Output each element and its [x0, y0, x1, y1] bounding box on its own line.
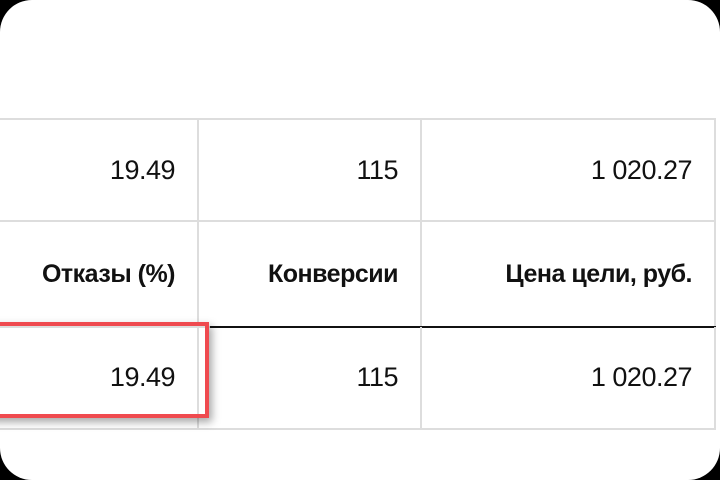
- header-bounce[interactable]: Отказы (%): [41, 259, 176, 288]
- goal-cost-cell: 1 020.27: [420, 120, 716, 220]
- totals-row: 19.49 115 1 020.27: [0, 327, 716, 430]
- highlight-box: [0, 322, 209, 418]
- table-row: 19.49 115 1 020.27: [0, 120, 716, 222]
- table-header-row: Отказы (%) Конверсии Цена цели, руб.: [0, 222, 716, 328]
- header-divider: [210, 326, 716, 328]
- total-goal-cost-cell: 1 020.27: [420, 327, 716, 428]
- stats-table: 19.49 115 1 020.27 Отказы (%) Конверсии …: [0, 118, 716, 430]
- header-conversions[interactable]: Конверсии: [197, 222, 420, 326]
- conversions-cell: 115: [197, 120, 420, 220]
- header-goal-cost[interactable]: Цена цели, руб.: [420, 222, 716, 326]
- total-conversions-cell: 115: [197, 327, 420, 428]
- bounce-cell: 19.49: [109, 154, 176, 185]
- total-bounce-cell: 19.49: [109, 362, 176, 392]
